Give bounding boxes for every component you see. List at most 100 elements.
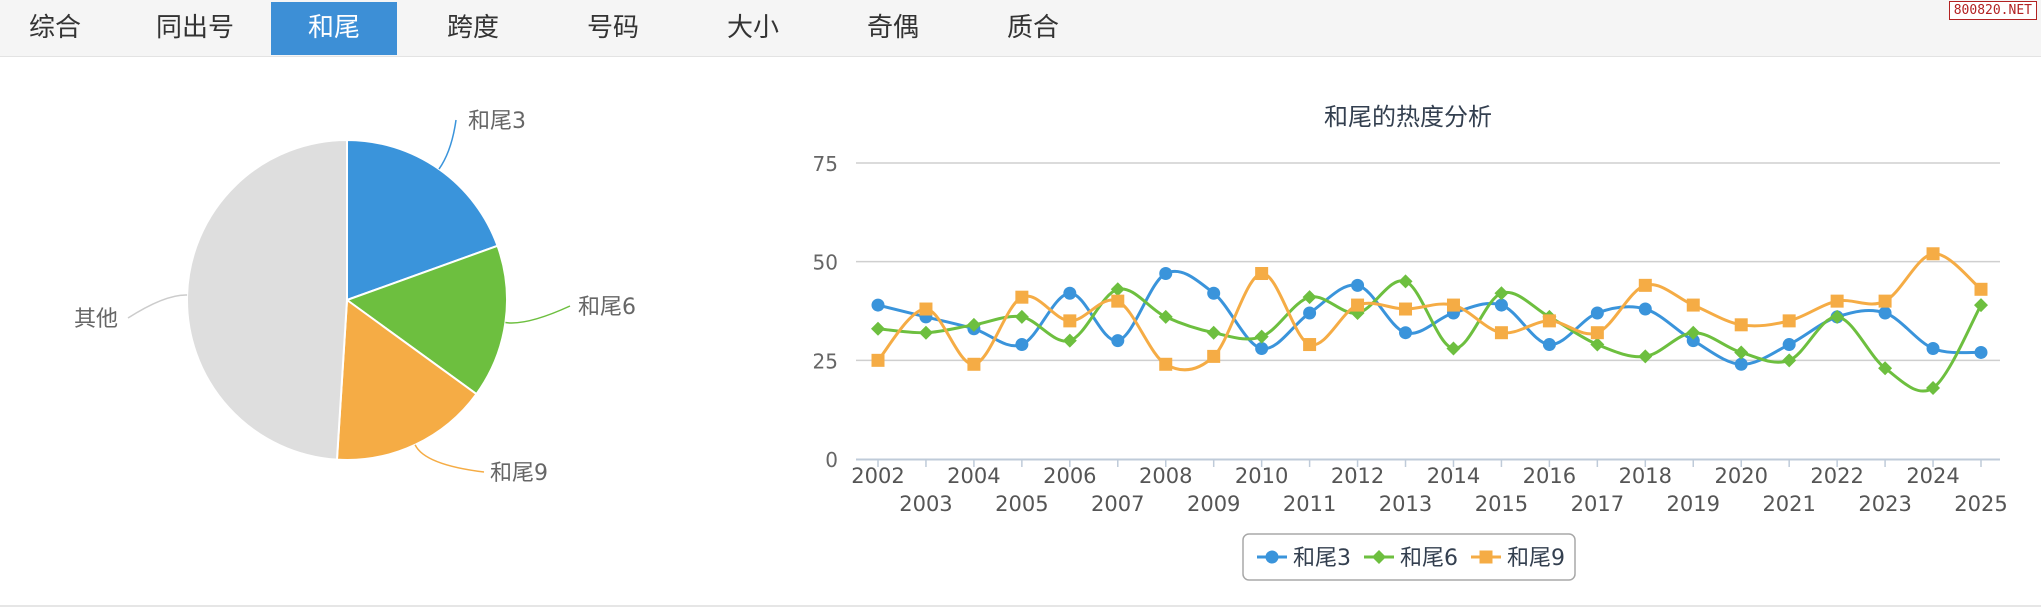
point-3-2014 [1446, 298, 1460, 312]
x-tick-label-2014: 2014 [1427, 464, 1480, 488]
point-2-2023 [1878, 361, 1893, 376]
pie-label-4: 其他 [74, 307, 118, 332]
tab-haoma[interactable]: 号码 [586, 13, 639, 43]
point-3-2013 [1399, 302, 1413, 316]
point-2-2025 [1974, 298, 1988, 313]
point-2-2018 [1638, 349, 1653, 364]
pie-connector-4 [127, 294, 188, 319]
point-3-2020 [1734, 318, 1748, 332]
site-watermark: 800820.NET [1948, 1, 2037, 20]
legend-label-3: 和尾9 [1507, 546, 1565, 571]
point-2-2007 [1110, 282, 1125, 297]
point-3-2007 [1111, 294, 1125, 308]
tab-daxiao[interactable]: 大小 [726, 13, 779, 43]
pie-slice-4 [186, 138, 348, 461]
point-2-2005 [1014, 309, 1029, 324]
legend-box [1242, 533, 1576, 581]
point-1-2016 [1542, 338, 1556, 352]
tab-zonghe[interactable]: 综合 [28, 13, 81, 43]
y-tick-label-25: 25 [813, 349, 838, 373]
point-1-2024 [1926, 341, 1940, 355]
y-tick-label-50: 50 [813, 251, 838, 275]
point-3-2024 [1926, 247, 1940, 261]
point-3-2012 [1351, 298, 1365, 312]
point-1-2018 [1638, 302, 1652, 316]
point-3-2002 [871, 353, 885, 367]
point-2-2008 [1158, 309, 1173, 324]
x-tick-label-2010: 2010 [1235, 464, 1288, 488]
point-1-2021 [1782, 338, 1796, 352]
x-tick-label-2013: 2013 [1379, 492, 1432, 516]
x-tick-label-2018: 2018 [1619, 464, 1672, 488]
series-3 [871, 247, 1988, 372]
legend-marker-2 [1372, 550, 1386, 564]
point-2-2021 [1782, 353, 1797, 368]
x-tick-label-2006: 2006 [1043, 464, 1096, 488]
point-2-2019 [1686, 325, 1701, 340]
bottom-divider [0, 605, 2041, 607]
x-tick-label-2025: 2025 [1954, 492, 2007, 516]
point-2-2020 [1734, 345, 1749, 360]
legend-marker-3 [1479, 550, 1493, 564]
point-2-2006 [1062, 333, 1077, 348]
point-1-2009 [1207, 286, 1221, 300]
point-2-2010 [1254, 329, 1269, 344]
x-tick-label-2009: 2009 [1187, 492, 1240, 516]
point-1-2020 [1734, 357, 1748, 371]
x-tick-label-2024: 2024 [1906, 464, 1959, 488]
point-2-2022 [1830, 309, 1845, 324]
point-1-2007 [1111, 334, 1125, 348]
point-3-2005 [1015, 290, 1029, 304]
x-tick-label-2019: 2019 [1667, 492, 1720, 516]
point-3-2022 [1830, 294, 1844, 308]
x-tick-label-2021: 2021 [1762, 492, 1815, 516]
point-2-2017 [1590, 337, 1605, 352]
x-tick-label-2007: 2007 [1091, 492, 1144, 516]
x-tick-label-2017: 2017 [1571, 492, 1624, 516]
x-tick-label-2022: 2022 [1810, 464, 1863, 488]
pie-connector-2 [505, 305, 571, 324]
point-1-2023 [1878, 306, 1892, 320]
pie-slice-2 [344, 244, 508, 396]
line-chart-title: 和尾的热度分析 [1324, 103, 1492, 131]
point-3-2004 [967, 357, 981, 371]
point-1-2005 [1015, 338, 1029, 352]
tab-hewei[interactable]: 和尾 [271, 2, 397, 55]
point-3-2025 [1974, 282, 1988, 296]
point-2-2009 [1206, 325, 1221, 340]
point-1-2011 [1303, 306, 1317, 320]
pie-connector-3 [414, 444, 485, 473]
x-tick-label-2023: 2023 [1858, 492, 1911, 516]
pie-label-1: 和尾3 [468, 109, 526, 134]
point-3-2016 [1542, 314, 1556, 328]
point-2-2003 [918, 325, 933, 340]
pie-label-3: 和尾9 [490, 461, 548, 486]
series-line-2 [877, 279, 1983, 393]
legend-marker-1 [1265, 550, 1279, 564]
point-2-2011 [1302, 290, 1317, 305]
point-2-2015 [1494, 286, 1509, 301]
tab-jiou[interactable]: 奇偶 [866, 13, 919, 43]
x-tick-label-2002: 2002 [851, 464, 904, 488]
series-line-3 [876, 252, 1982, 372]
point-1-2006 [1063, 286, 1077, 300]
tab-tongchuhao[interactable]: 同出号 [155, 13, 234, 43]
tab-kuadu[interactable]: 跨度 [446, 13, 499, 43]
point-2-2014 [1446, 341, 1461, 356]
point-3-2018 [1638, 278, 1652, 292]
point-1-2002 [871, 298, 885, 312]
pie-label-2: 和尾6 [578, 295, 636, 320]
x-tick-label-2015: 2015 [1475, 492, 1528, 516]
point-1-2025 [1974, 345, 1988, 359]
pie-slice-1 [346, 138, 499, 302]
point-3-2015 [1494, 326, 1508, 340]
point-3-2017 [1590, 326, 1604, 340]
tab-bar: 综合 同出号 和尾 跨度 号码 大小 奇偶 质合 [0, 0, 2041, 57]
tab-zhihe[interactable]: 质合 [1006, 13, 1059, 43]
point-1-2017 [1590, 306, 1604, 320]
line-legend: 和尾3 和尾6 和尾9 [1242, 533, 1576, 581]
point-1-2008 [1159, 267, 1173, 281]
pie-connector-1 [438, 119, 457, 170]
x-tick-label-2004: 2004 [947, 464, 1000, 488]
point-1-2013 [1399, 326, 1413, 340]
